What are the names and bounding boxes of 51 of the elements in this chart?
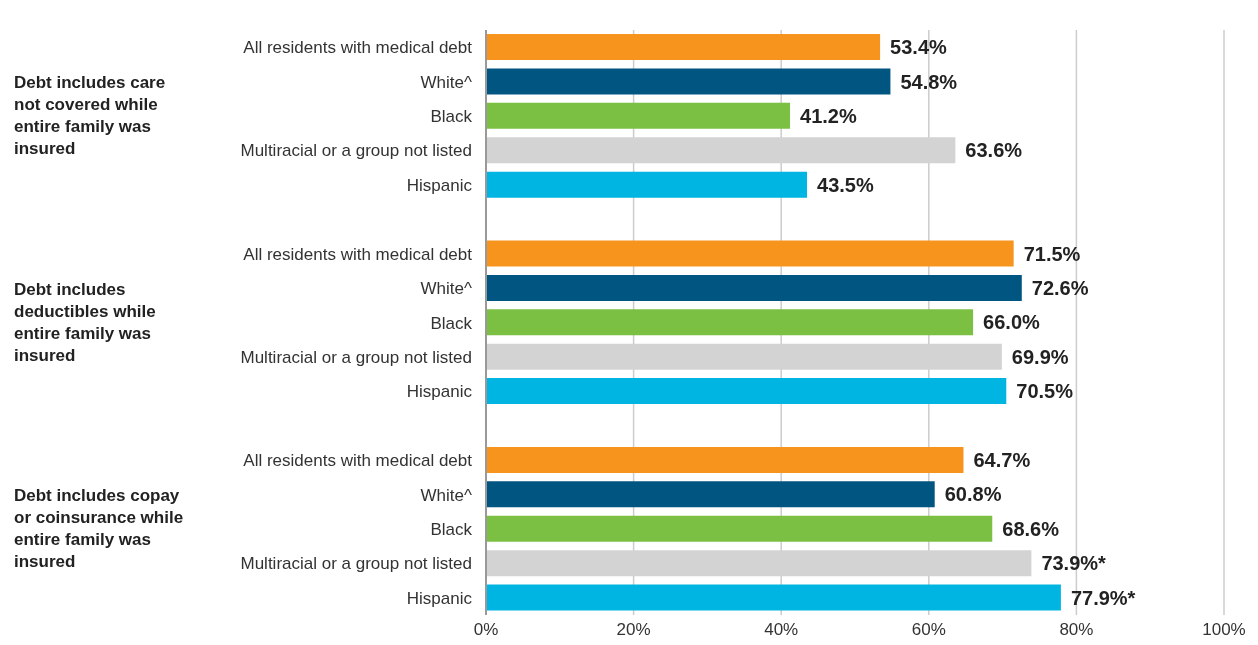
bar	[486, 34, 881, 60]
y-tick-label: Multiracial or a group not listed	[240, 347, 472, 367]
bar	[486, 446, 964, 473]
data-label: 68.6%	[1002, 517, 1060, 540]
data-label: 71.5%	[1023, 242, 1081, 265]
text: Debt includes copay or coinsurance while entire family was insured	[14, 484, 184, 573]
y-tick-label: Multiracial or a group not listed	[240, 554, 472, 574]
bar	[486, 68, 891, 95]
y-tick-label: White^	[420, 279, 473, 299]
y-tick-label: Black	[430, 107, 473, 127]
y-tick-label: Hispanic	[406, 175, 473, 195]
data-label: 66.0%	[983, 311, 1041, 334]
data-label: 54.8%	[900, 70, 958, 93]
data-label: 53.4%	[890, 36, 948, 59]
y-tick-label: All residents with medical debt	[243, 451, 473, 471]
bar	[486, 378, 1007, 405]
y-tick-label: Black	[430, 313, 473, 333]
y-tick-label: All residents with medical debt	[243, 38, 473, 58]
data-label: 72.6%	[1031, 276, 1089, 299]
bar	[486, 240, 1014, 267]
data-label: 77.9%*	[1070, 586, 1136, 609]
x-tick-label: 0%	[473, 620, 499, 640]
bar	[486, 274, 1022, 301]
bar	[486, 102, 791, 129]
x-tick-label: 60%	[911, 620, 946, 640]
y-tick-label: All residents with medical debt	[243, 244, 473, 264]
data-label: 63.6%	[965, 139, 1023, 162]
text: Debt includes deductibles while entire family was insured	[14, 278, 157, 367]
data-label: 64.7%	[973, 449, 1031, 472]
x-tick-label: 100%	[1202, 620, 1246, 640]
y-tick-label: Black	[430, 520, 473, 540]
bar	[486, 584, 1061, 611]
data-label: 73.9%*	[1041, 552, 1107, 575]
y-tick-label: Hispanic	[406, 382, 473, 402]
data-label: 41.2%	[800, 104, 857, 127]
bar	[486, 309, 974, 336]
x-tick-label: 40%	[764, 620, 799, 640]
x-tick-label: 80%	[1059, 620, 1094, 640]
y-tick-label: White^	[420, 485, 473, 505]
x-tick-label: 20%	[616, 620, 651, 640]
text: Debt includes care not covered while entire family was insured	[14, 72, 167, 160]
data-label: 43.5%	[817, 173, 874, 196]
bar	[486, 515, 993, 542]
data-label: 70.5%	[1016, 380, 1074, 403]
y-tick-label: Multiracial or a group not listed	[240, 141, 472, 161]
bar	[486, 171, 808, 198]
y-tick-label: Hispanic	[406, 588, 473, 608]
data-label: 69.9%	[1011, 345, 1069, 368]
data-label: 60.8%	[944, 483, 1002, 506]
y-tick-label: White^	[420, 72, 473, 92]
bar	[486, 481, 935, 508]
